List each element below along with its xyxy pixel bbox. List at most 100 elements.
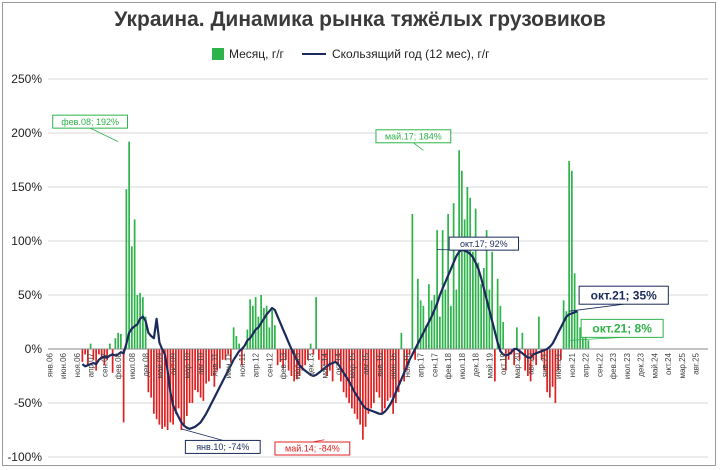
monthly-bar [444,289,447,349]
monthly-bar [100,349,103,358]
monthly-bar [199,349,202,398]
monthly-bar [422,305,425,349]
x-tick-label: дек.18 [472,352,481,376]
monthly-bar [128,141,130,349]
monthly-bar [378,349,381,398]
monthly-bar [230,349,232,362]
x-tick-label: янв.11 [210,352,219,376]
monthly-bar [210,349,213,376]
callout-label: окт.21; 8% [592,322,652,336]
monthly-bar [439,316,441,349]
callout-box [274,441,351,456]
monthly-bar [340,349,342,382]
callout-box [578,285,669,305]
monthly-bar [447,214,449,349]
y-tick-label: 0% [25,342,43,356]
monthly-bar [499,305,502,349]
monthly-bar [205,349,207,384]
monthly-bar [428,284,430,349]
x-tick-label: июн.21 [554,352,563,379]
monthly-bar [334,349,337,362]
legend-line-label: Скользящий год (12 мес), г/г [331,47,490,61]
callout-label: окт.21; 35% [591,288,658,302]
x-tick-label: июл.08 [128,352,137,379]
monthly-bar [219,349,221,369]
monthly-bar [153,349,155,414]
monthly-bar [84,349,86,355]
monthly-bar [287,349,290,371]
monthly-bar [538,316,540,349]
monthly-bar [161,349,163,429]
x-tick-label: фев.18 [444,352,453,379]
monthly-bar [304,349,306,366]
monthly-bar [276,349,279,366]
x-tick-label: мар.20 [513,352,522,378]
monthly-bar [337,349,339,366]
monthly-bar [241,349,243,366]
monthly-bar [450,305,452,349]
monthly-bar [254,297,257,349]
monthly-bar [472,251,474,349]
callout-leader [181,428,223,441]
monthly-bar [554,349,557,403]
monthly-bar [389,349,392,398]
monthly-bar [571,170,573,349]
monthly-bar [425,325,427,349]
monthly-bar [109,343,111,349]
monthly-bar [414,349,416,360]
monthly-bar [521,332,524,349]
x-tick-label: апр.22 [582,352,591,377]
monthly-bar [158,349,161,425]
x-tick-label: фев.08 [114,352,123,379]
monthly-bar [494,349,496,382]
monthly-bar [81,349,84,362]
monthly-bar [362,349,364,440]
monthly-bar [518,349,521,360]
monthly-bar [483,268,485,349]
y-tick-label: -100% [7,450,42,464]
monthly-bar [268,327,271,349]
x-tick-label: янв.21 [540,352,549,377]
x-tick-label: мар.10 [183,352,192,378]
monthly-bar [202,349,205,401]
x-tick-label: янв.06 [45,352,54,377]
x-tick-label: май.09 [155,352,164,378]
monthly-bar [474,208,477,349]
monthly-bar [461,170,463,349]
monthly-bar [279,349,282,362]
y-tick-label: 50% [18,288,42,302]
monthly-bar [191,349,194,403]
monthly-bar [455,289,458,349]
monthly-bar [142,297,144,349]
monthly-bar [353,349,356,414]
x-tick-label: окт.09 [169,352,178,374]
x-tick-label: апр.12 [252,352,261,377]
monthly-bar [326,349,328,376]
monthly-bar [183,349,185,425]
monthly-bar [535,349,537,366]
monthly-bar [249,299,251,349]
monthly-bar [175,349,177,414]
monthly-bar [351,349,353,409]
callout-box [52,114,129,129]
callout-leader [89,127,119,143]
monthly-bar [356,349,359,420]
rolling-year-line [81,248,578,430]
monthly-bar [557,349,559,371]
monthly-bar [166,349,169,430]
monthly-bar [232,327,235,349]
monthly-bar [582,338,584,349]
monthly-bar [546,349,548,393]
callout-box [375,129,452,144]
callout-box [448,236,520,251]
monthly-bar [120,333,122,349]
monthly-bar [411,214,414,349]
legend-line-swatch [301,53,326,55]
monthly-bar [367,349,370,414]
monthly-bar [373,349,375,403]
monthly-bar [323,349,326,366]
annotations: фев.08; 192% янв.10; -74% май.14; -84% май.… [52,114,669,456]
monthly-bar [122,349,125,423]
x-tick-label: апр.07 [87,352,96,377]
x-tick-label: окт.24 [664,352,673,374]
